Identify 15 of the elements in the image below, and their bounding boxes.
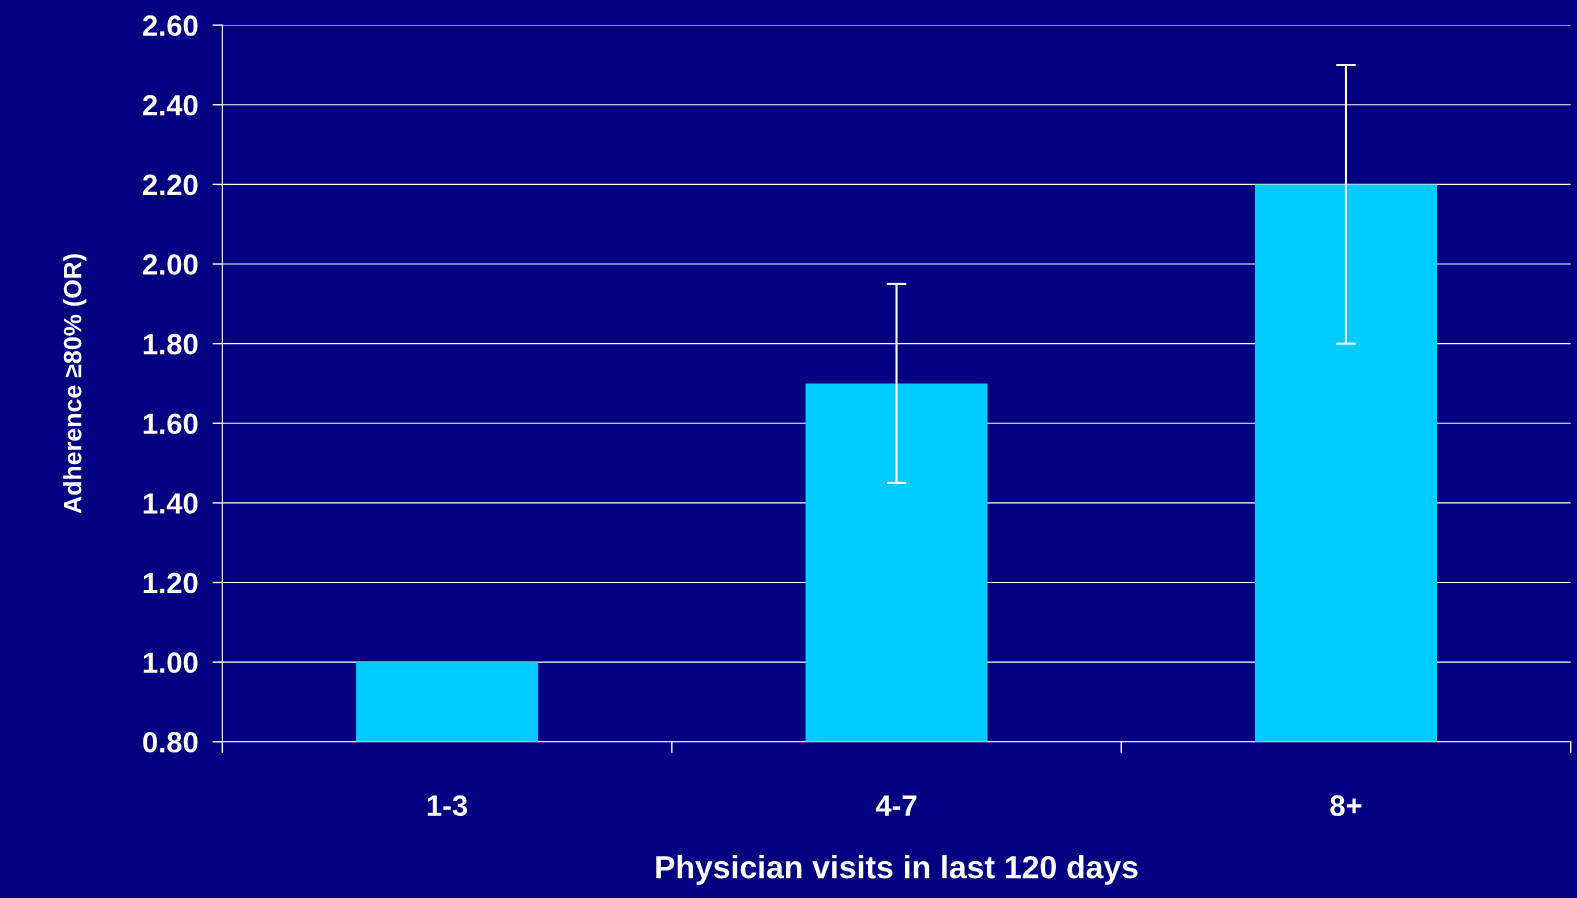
y-tick-label: 1.60: [143, 413, 198, 435]
y-tick-label: 1.80: [143, 333, 198, 355]
y-tick-label: 2.00: [143, 254, 198, 275]
y-tick-label: 2.60: [143, 15, 198, 36]
x-tick-label: 8+: [1330, 795, 1362, 816]
y-tick-label: 0.80: [143, 731, 198, 753]
y-tick-label: 2.20: [143, 174, 198, 196]
y-tick-label: 2.40: [143, 94, 198, 116]
y-tick-label: 1.40: [143, 493, 198, 514]
y-tick-label: 1.20: [143, 572, 198, 594]
x-tick-label: 1-3: [427, 795, 468, 816]
x-axis-title: Physician visits in last 120 days: [656, 855, 1138, 885]
y-axis-title: Adherence ≥80% (OR): [63, 254, 87, 514]
y-tick-label: 1.00: [143, 652, 198, 673]
x-tick-label: 4-7: [875, 795, 917, 816]
